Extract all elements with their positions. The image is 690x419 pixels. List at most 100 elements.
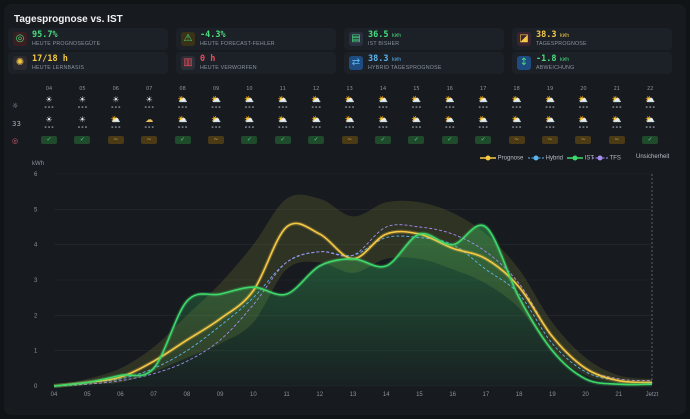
x-tick-label: 21 xyxy=(615,392,622,398)
y-tick-label: 6 xyxy=(34,172,38,178)
stat-value: -4.3% xyxy=(200,30,226,40)
weather-detail-icons: ▪ ▪ ▪ xyxy=(77,125,88,129)
quality-ok-badge: ✓ xyxy=(74,136,91,144)
y-tick-label: 1 xyxy=(34,349,38,355)
weather-detail-icons: ▪ ▪ ▪ xyxy=(478,125,488,129)
hour-label: 13 xyxy=(346,86,353,92)
quality-ok-badge: ✓ xyxy=(441,136,458,144)
weather-detail-icons: ▪ ▪ ▪ xyxy=(378,125,388,129)
weather-detail-icons: ▪ ▪ ▪ xyxy=(411,105,422,109)
sun-icon: ☀ xyxy=(78,95,86,104)
partly-cloudy-icon: ⛅ xyxy=(411,115,422,124)
legend-item-prognose[interactable]: Prognose xyxy=(480,154,523,162)
sun-icon: ☀ xyxy=(78,115,86,124)
hour-label: 20 xyxy=(580,86,587,92)
x-tick-label: 15 xyxy=(416,392,423,398)
partly-cloudy-icon: ⛅ xyxy=(244,115,255,124)
legend-item-hybrid[interactable]: Hybrid xyxy=(528,154,563,162)
quality-partial-badge: ~ xyxy=(208,136,224,144)
x-tick-label: 06 xyxy=(117,392,124,398)
stat-card: ◎ 95.7% HEUTE PROGNOSEGÜTE xyxy=(8,28,168,50)
stat-card: ⚠ -4.3% HEUTE FORECAST-FEHLER xyxy=(176,28,336,50)
weather-detail-icons: ▪ ▪ ▪ xyxy=(111,125,121,129)
hour-label: 06 xyxy=(112,86,119,92)
partly-cloudy-icon: ⛅ xyxy=(545,115,555,124)
hour-label: 16 xyxy=(446,86,453,92)
x-tick-label: 10 xyxy=(250,392,257,398)
x-tick-label: 08 xyxy=(184,392,191,398)
ist-area xyxy=(54,225,652,386)
legend-item-unsicherheit[interactable]: Unsicherheit xyxy=(636,154,670,160)
partly-cloudy-icon: ⛅ xyxy=(277,115,288,124)
target-icon: ◎ xyxy=(13,32,27,46)
hour-label: 15 xyxy=(413,86,420,92)
weather-detail-icons: ▪ ▪ ▪ xyxy=(344,105,355,109)
target-row-icon: ◎ xyxy=(12,137,19,145)
stat-label: HEUTE LERNBASIS xyxy=(32,65,85,71)
chart-icon: ▤ xyxy=(349,32,363,46)
legend-line-hybrid xyxy=(528,155,544,161)
partly-cloudy-icon: ⛅ xyxy=(378,115,388,124)
stat-unit: kWh xyxy=(391,33,402,39)
x-tick-label: 18 xyxy=(516,392,523,398)
quality-partial-badge: ~ xyxy=(575,136,592,144)
weather-detail-icons: ▪ ▪ ▪ xyxy=(77,105,88,109)
partly-cloudy-icon: ⛅ xyxy=(578,95,589,104)
hour-label: 08 xyxy=(179,86,186,92)
x-tick-label: 11 xyxy=(283,392,290,398)
legend-item-ist[interactable]: IST xyxy=(567,154,594,162)
quality-ok-badge: ✓ xyxy=(642,136,659,144)
stat-label: IST BISHER xyxy=(368,41,400,47)
quality-ok-badge: ✓ xyxy=(408,136,425,144)
weather-detail-icons: ▪ ▪ ▪ xyxy=(578,105,589,109)
weather-detail-icons: ▪ ▪ ▪ xyxy=(44,125,54,129)
partly-cloudy-icon: ⛅ xyxy=(545,95,555,104)
y-tick-label: 3 xyxy=(34,278,38,284)
cloud-icon: ☁ xyxy=(145,115,154,124)
weather-detail-icons: ▪ ▪ ▪ xyxy=(44,105,54,109)
hour-label: 10 xyxy=(246,86,253,92)
stat-unit: kWh xyxy=(559,33,570,39)
hour-label: 07 xyxy=(146,86,153,92)
x-tick-label: 16 xyxy=(449,392,456,398)
weather-detail-icons: ▪ ▪ ▪ xyxy=(545,125,555,129)
weather-detail-icons: ▪ ▪ ▪ xyxy=(144,105,154,109)
weather-detail-icons: ▪ ▪ ▪ xyxy=(511,125,522,129)
weather-strip: ☼ 33 ◎ 04 ☀ ▪ ▪ ▪ ☀ ▪ ▪ ▪ ✓ 05 ☀ ▪ ▪ ▪ ☀ ▪ ▪ ▪ ✓ 06 ☀ ▪ ▪… xyxy=(8,86,672,148)
partly-cloudy-icon: ⛅ xyxy=(411,95,422,104)
weather-detail-icons: ▪ ▪ ▪ xyxy=(645,125,655,129)
weather-detail-icons: ▪ ▪ ▪ xyxy=(445,125,455,129)
quality-ok-badge: ✓ xyxy=(174,136,191,144)
sun-row-icon: ☼ xyxy=(12,102,19,110)
legend-item-tfs[interactable]: TFS xyxy=(592,154,621,162)
partly-cloudy-icon: ⛅ xyxy=(444,95,455,104)
stat-unit: kWh xyxy=(391,57,402,63)
stat-card: ▥ 0 h HEUTE VERWORFEN xyxy=(176,52,336,74)
trash-icon: ▥ xyxy=(181,56,195,70)
quality-partial-badge: ~ xyxy=(508,136,525,144)
y-tick-label: 0 xyxy=(34,384,38,390)
x-tick-label: Jetzt xyxy=(646,392,659,398)
partly-cloudy-icon: ⛅ xyxy=(611,115,622,124)
weather-detail-icons: ▪ ▪ ▪ xyxy=(545,105,555,109)
partly-cloudy-icon: ⛅ xyxy=(478,115,489,124)
x-tick-label: 09 xyxy=(217,392,224,398)
sun-icon: ☀ xyxy=(45,95,53,104)
weather-detail-icons: ▪ ▪ ▪ xyxy=(244,105,255,109)
partly-cloudy-icon: ⛅ xyxy=(344,95,355,104)
deviation-icon: ↕ xyxy=(517,56,531,70)
forecast-chart-icon: ◪ xyxy=(517,32,531,46)
x-tick-label: 07 xyxy=(150,392,157,398)
stat-card: ⇄ 38.3 kWh HYBRID TAGESPROGNOSE xyxy=(344,52,504,74)
partly-cloudy-icon: ⛅ xyxy=(277,95,288,104)
weather-detail-icons: ▪ ▪ ▪ xyxy=(445,105,455,109)
partly-cloudy-icon: ⛅ xyxy=(311,115,322,124)
stat-card: ▤ 36.5 kWh IST BISHER xyxy=(344,28,504,50)
partly-cloudy-icon: ⛅ xyxy=(244,95,255,104)
hour-label: 17 xyxy=(480,86,487,92)
stat-value: 95.7% xyxy=(32,30,58,40)
x-tick-label: 12 xyxy=(316,392,323,398)
weather-detail-icons: ▪ ▪ ▪ xyxy=(411,125,422,129)
weather-detail-icons: ▪ ▪ ▪ xyxy=(311,105,321,109)
stat-unit: kWh xyxy=(559,57,570,63)
